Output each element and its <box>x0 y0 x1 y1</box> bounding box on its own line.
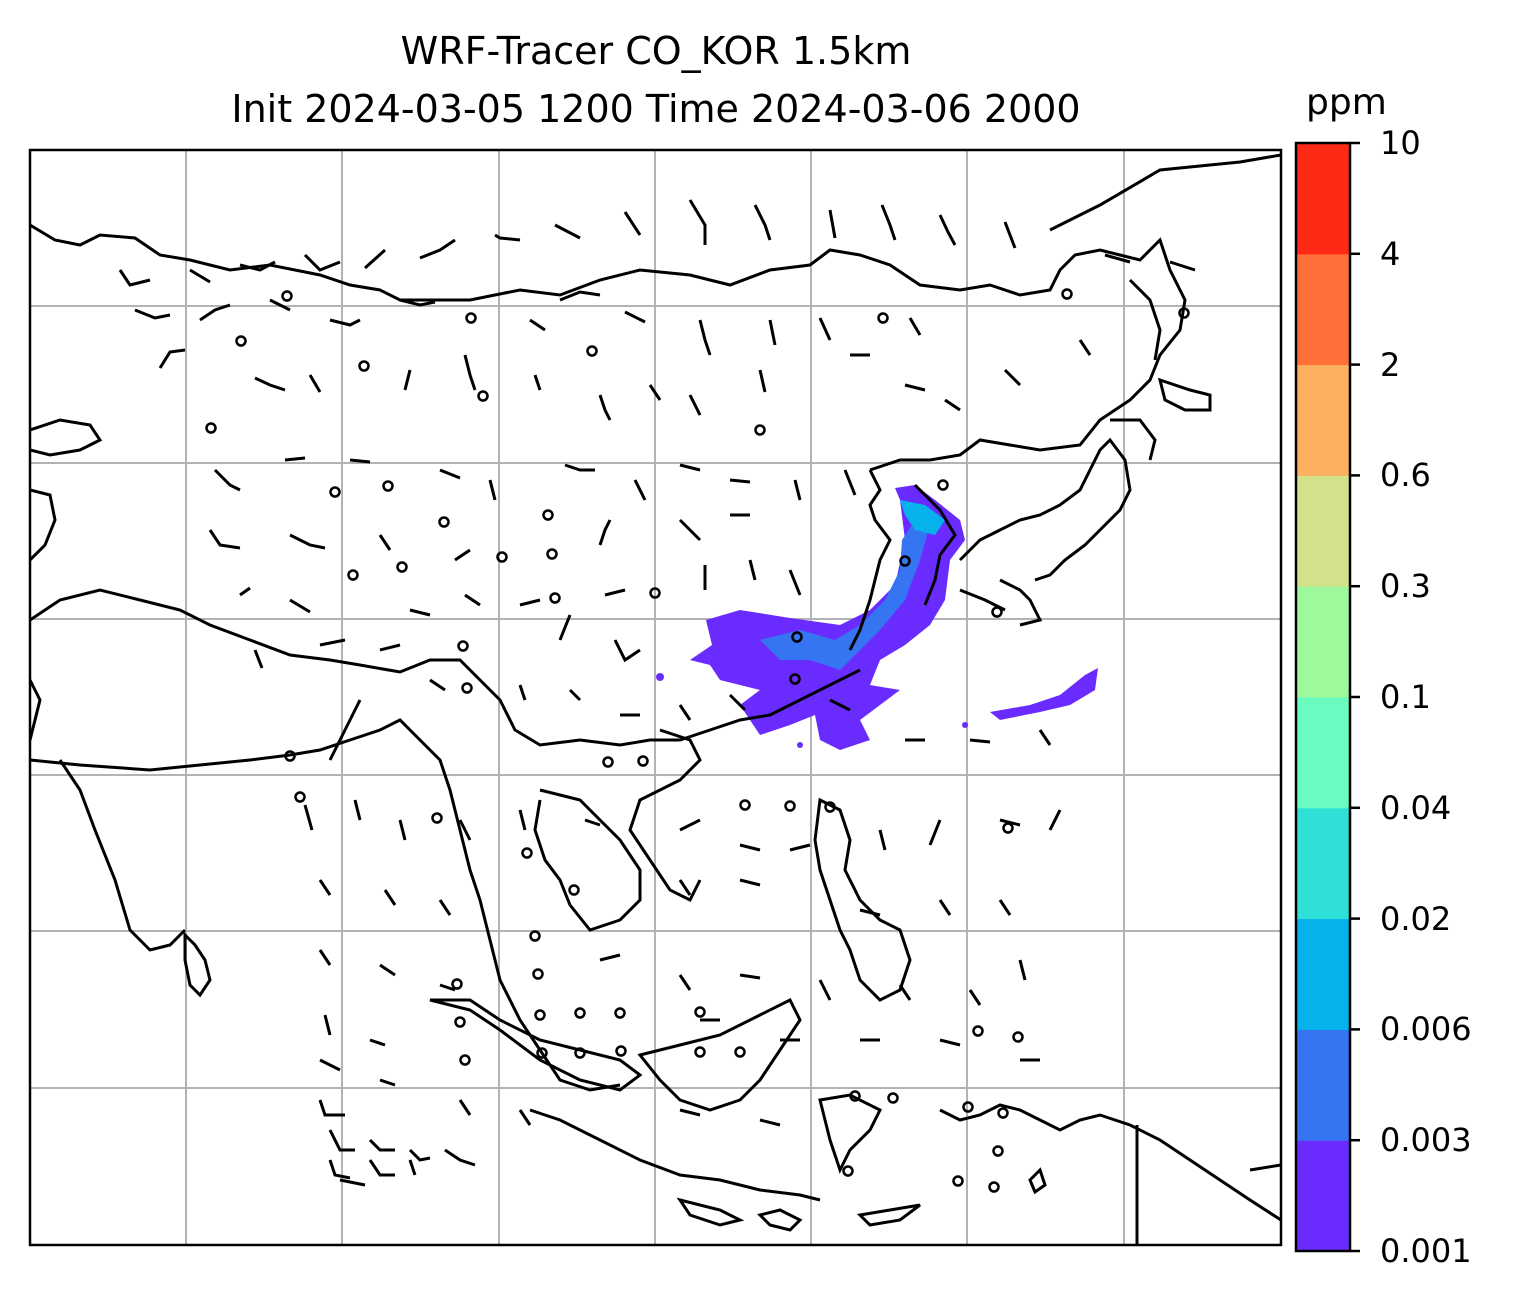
colorbar-tick-label: 0.6 <box>1380 456 1431 495</box>
colorbar-tick-label: 2 <box>1380 345 1401 384</box>
map-title-line2: Init 2024-03-05 1200 Time 2024-03-06 200… <box>231 87 1081 131</box>
colorbar-segment <box>1296 364 1350 476</box>
colorbar-segment <box>1296 697 1350 809</box>
colorbar <box>1294 141 1360 1253</box>
colorbar-tick-label: 0.003 <box>1380 1121 1472 1160</box>
colorbar-tick-label: 10 <box>1380 124 1421 162</box>
colorbar-tick-label: 0.02 <box>1380 899 1452 938</box>
colorbar-tick-label: 0.1 <box>1380 678 1431 716</box>
map-title-line1: WRF-Tracer CO_KOR 1.5km <box>400 29 912 73</box>
coastlines <box>30 153 1281 1245</box>
wind-barbs <box>118 199 1196 1187</box>
calm-wind-markers <box>205 288 1190 1193</box>
colorbar-tick-label: 0.006 <box>1380 1010 1472 1049</box>
colorbar-segment <box>1296 253 1350 366</box>
colorbar-segment <box>1296 1140 1350 1252</box>
colorbar-tick-label: 0.3 <box>1380 567 1431 606</box>
map-frame <box>28 148 1283 1247</box>
colorbar-segment <box>1296 1029 1350 1141</box>
colorbar-tick-label: 0.001 <box>1380 1232 1472 1270</box>
colorbar-segment <box>1296 143 1350 255</box>
colorbar-tick-label: 0.04 <box>1380 788 1452 827</box>
colorbar-tick-label: 4 <box>1380 234 1401 273</box>
map-gridlines <box>30 150 1281 1245</box>
colorbar-segment <box>1296 918 1350 1030</box>
colorbar-segment <box>1296 475 1350 587</box>
tracer-plume <box>656 485 1098 750</box>
colorbar-segment <box>1296 586 1350 698</box>
colorbar-unit: ppm <box>1306 82 1387 123</box>
colorbar-segment <box>1296 807 1350 920</box>
